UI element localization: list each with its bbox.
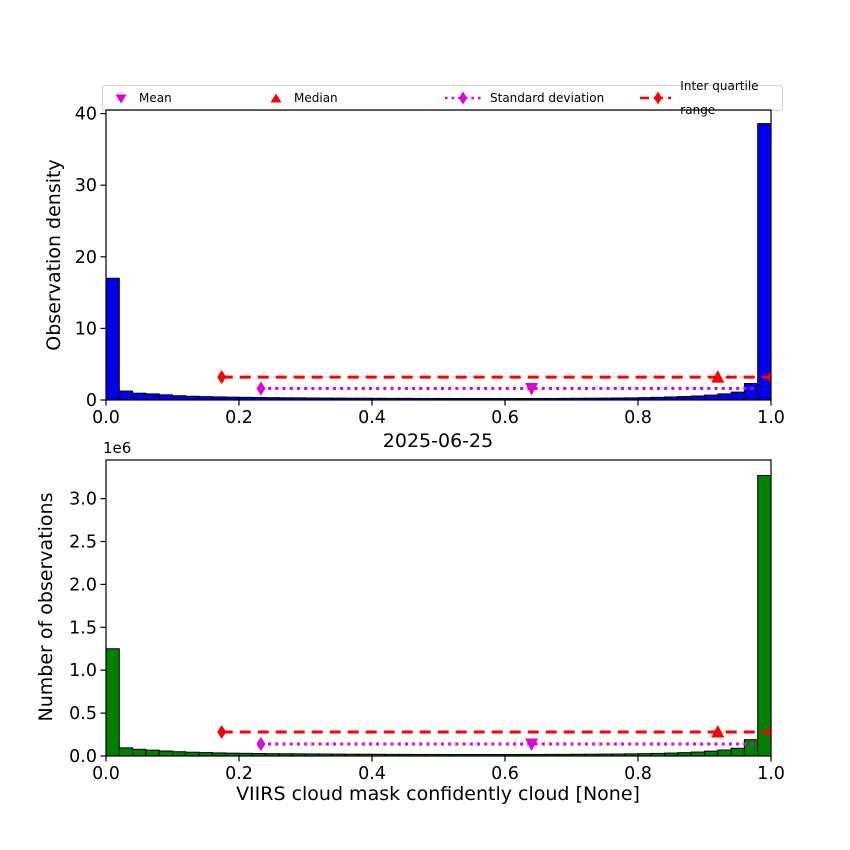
- histogram-bar: [158, 750, 173, 756]
- x-tick-label: 0.2: [225, 764, 253, 784]
- std-marker-icon: [445, 91, 481, 105]
- legend-item-median: Median: [267, 86, 338, 110]
- legend-label-median: Median: [294, 91, 338, 105]
- median-marker-icon: [270, 93, 282, 103]
- y-tick-label: 3.0: [69, 490, 97, 510]
- x-tick-label: 0.0: [92, 764, 120, 784]
- histogram-bar: [172, 395, 187, 400]
- subplot-bottom-area: [106, 474, 771, 756]
- histogram-bar: [132, 392, 147, 400]
- top-histogram-bars: [106, 123, 771, 400]
- stat-diamond-marker: [217, 724, 227, 739]
- y-tick-label: 0.5: [69, 704, 97, 724]
- legend-item-mean: Mean: [112, 86, 172, 110]
- x-tick-label: 1.0: [757, 764, 785, 784]
- stat-diamond-marker: [256, 736, 266, 751]
- y-tick-label: 20: [75, 248, 97, 268]
- bottom-axes-frame: [105, 459, 772, 757]
- legend-item-std: Standard deviation: [445, 86, 604, 110]
- y-tick-label: 2.0: [69, 575, 97, 595]
- histogram-bar: [717, 749, 732, 756]
- mean-triangle-marker: [525, 383, 539, 396]
- top-x-ticks: 0.0 0.2 0.4 0.6 0.8 1.0: [92, 400, 785, 428]
- y-axis-offset-text: 1e6: [103, 439, 132, 457]
- bottom-stats-overlay: [217, 724, 771, 751]
- y-tick-label: 1.5: [69, 618, 97, 638]
- histogram-bar: [172, 751, 187, 756]
- histogram-bar: [145, 393, 160, 400]
- y-tick-label: 2.5: [69, 533, 97, 553]
- histogram-bar: [757, 123, 771, 400]
- x-tick-label: 0.4: [358, 764, 386, 784]
- y-tick-label: 0.0: [69, 747, 97, 767]
- x-tick-label: 0.6: [491, 408, 519, 428]
- histogram-bar: [145, 749, 160, 756]
- histogram-bar: [743, 739, 759, 756]
- histogram-bar: [118, 747, 134, 756]
- stat-diamond-marker: [256, 381, 266, 396]
- legend-label-mean: Mean: [139, 91, 172, 105]
- iqr-marker-icon: [640, 91, 672, 105]
- subplot-title: 2025-06-25: [382, 430, 494, 452]
- x-tick-label: 0.2: [225, 408, 253, 428]
- histogram-bar: [704, 394, 719, 400]
- bottom-y-ticks: 0.0 0.5 1.0 1.5 2.0 2.5 3.0: [69, 490, 106, 767]
- legend-label-std: Standard deviation: [490, 91, 605, 105]
- subplot-top-area: [106, 123, 771, 400]
- bottom-x-ticks: 0.0 0.2 0.4 0.6 0.8 1.0: [92, 756, 785, 784]
- median-triangle-marker: [711, 370, 725, 383]
- y-tick-label: 10: [75, 319, 97, 339]
- top-y-ticks: 0 10 20 30 40: [75, 105, 106, 411]
- y-tick-label: 40: [75, 105, 97, 125]
- histogram-bar: [118, 390, 134, 400]
- histogram-bar: [730, 747, 745, 756]
- histogram-bar: [743, 383, 759, 400]
- histogram-bar: [106, 277, 120, 400]
- median-triangle-marker: [711, 724, 725, 738]
- x-tick-label: 0.6: [491, 764, 519, 784]
- histogram-bar: [717, 393, 732, 400]
- y-tick-label: 0: [86, 391, 97, 411]
- top-axes-frame: [105, 109, 772, 401]
- stat-diamond-marker: [766, 370, 771, 385]
- histogram-bar: [704, 750, 719, 756]
- histogram-bar: [132, 748, 147, 756]
- histogram-bar: [158, 394, 173, 400]
- x-tick-label: 0.0: [92, 408, 120, 428]
- x-tick-label: 1.0: [757, 408, 785, 428]
- stat-diamond-marker: [766, 724, 771, 739]
- histogram-bar: [757, 474, 771, 756]
- mean-triangle-marker: [525, 738, 539, 751]
- y-tick-label: 1.0: [69, 661, 97, 681]
- histogram-bar: [730, 391, 745, 400]
- x-tick-label: 0.8: [624, 408, 652, 428]
- x-axis-label: VIIRS cloud mask confidently cloud [None…: [236, 783, 640, 805]
- histogram-bar: [690, 395, 706, 400]
- top-stats-overlay: [217, 370, 771, 396]
- y-tick-label: 30: [75, 176, 97, 196]
- histogram-bar: [106, 648, 120, 756]
- mean-marker-icon: [115, 94, 127, 104]
- x-tick-label: 0.4: [358, 408, 386, 428]
- x-tick-label: 0.8: [624, 764, 652, 784]
- stat-diamond-marker: [217, 370, 227, 385]
- bottom-histogram-bars: [106, 474, 771, 756]
